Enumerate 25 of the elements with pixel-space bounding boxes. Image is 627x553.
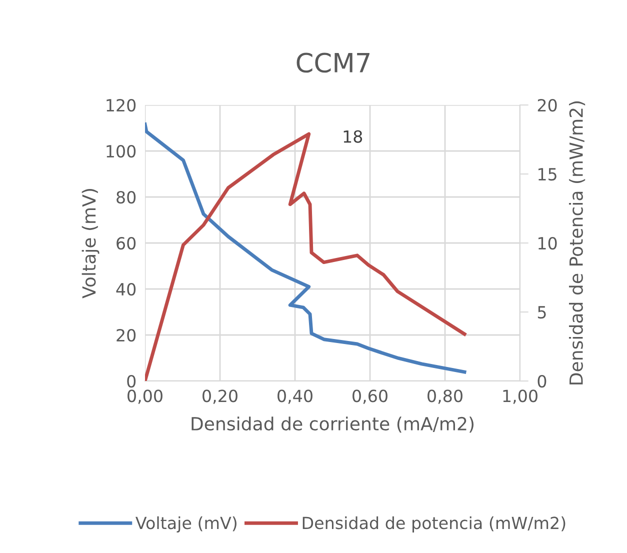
y-tick-label: 20 <box>116 328 136 342</box>
x-tick-label: 0,20 <box>202 390 238 404</box>
x-axis-title: Densidad de corriente (mA/m2) <box>192 416 474 433</box>
x-tick-label: 0,40 <box>278 390 312 404</box>
y-tick-label: 60 <box>116 236 136 250</box>
y-tick-label: 0 <box>127 374 136 388</box>
y-tick-label: 40 <box>116 282 136 296</box>
y2-tick-label: 10 <box>538 236 557 250</box>
legend-label: Densidad de potencia (mW/m2) <box>302 516 566 532</box>
chart-title: CCM7 <box>296 52 370 73</box>
x-tick-label: 0,60 <box>352 390 388 404</box>
y2-tick-label: 5 <box>538 306 546 319</box>
y-tick-label: 80 <box>116 190 136 204</box>
y2-axis-title: Densidad de Potencia (mW/m2) <box>568 101 586 384</box>
y-tick-label: 120 <box>106 98 136 112</box>
x-tick-label: 1,00 <box>503 390 538 404</box>
y-tick-label: 100 <box>106 144 136 158</box>
x-tick-label: 0,00 <box>128 390 162 404</box>
y2-tick-label: 0 <box>538 374 546 388</box>
x-tick-label: 0,80 <box>428 390 462 404</box>
legend-label: Voltaje (mV) <box>136 516 236 532</box>
y2-tick-label: 20 <box>538 98 557 112</box>
y2-tick-label: 15 <box>538 168 556 181</box>
y-axis-title: Voltaje (mV) <box>82 189 100 298</box>
annotation: 18 <box>344 130 362 143</box>
